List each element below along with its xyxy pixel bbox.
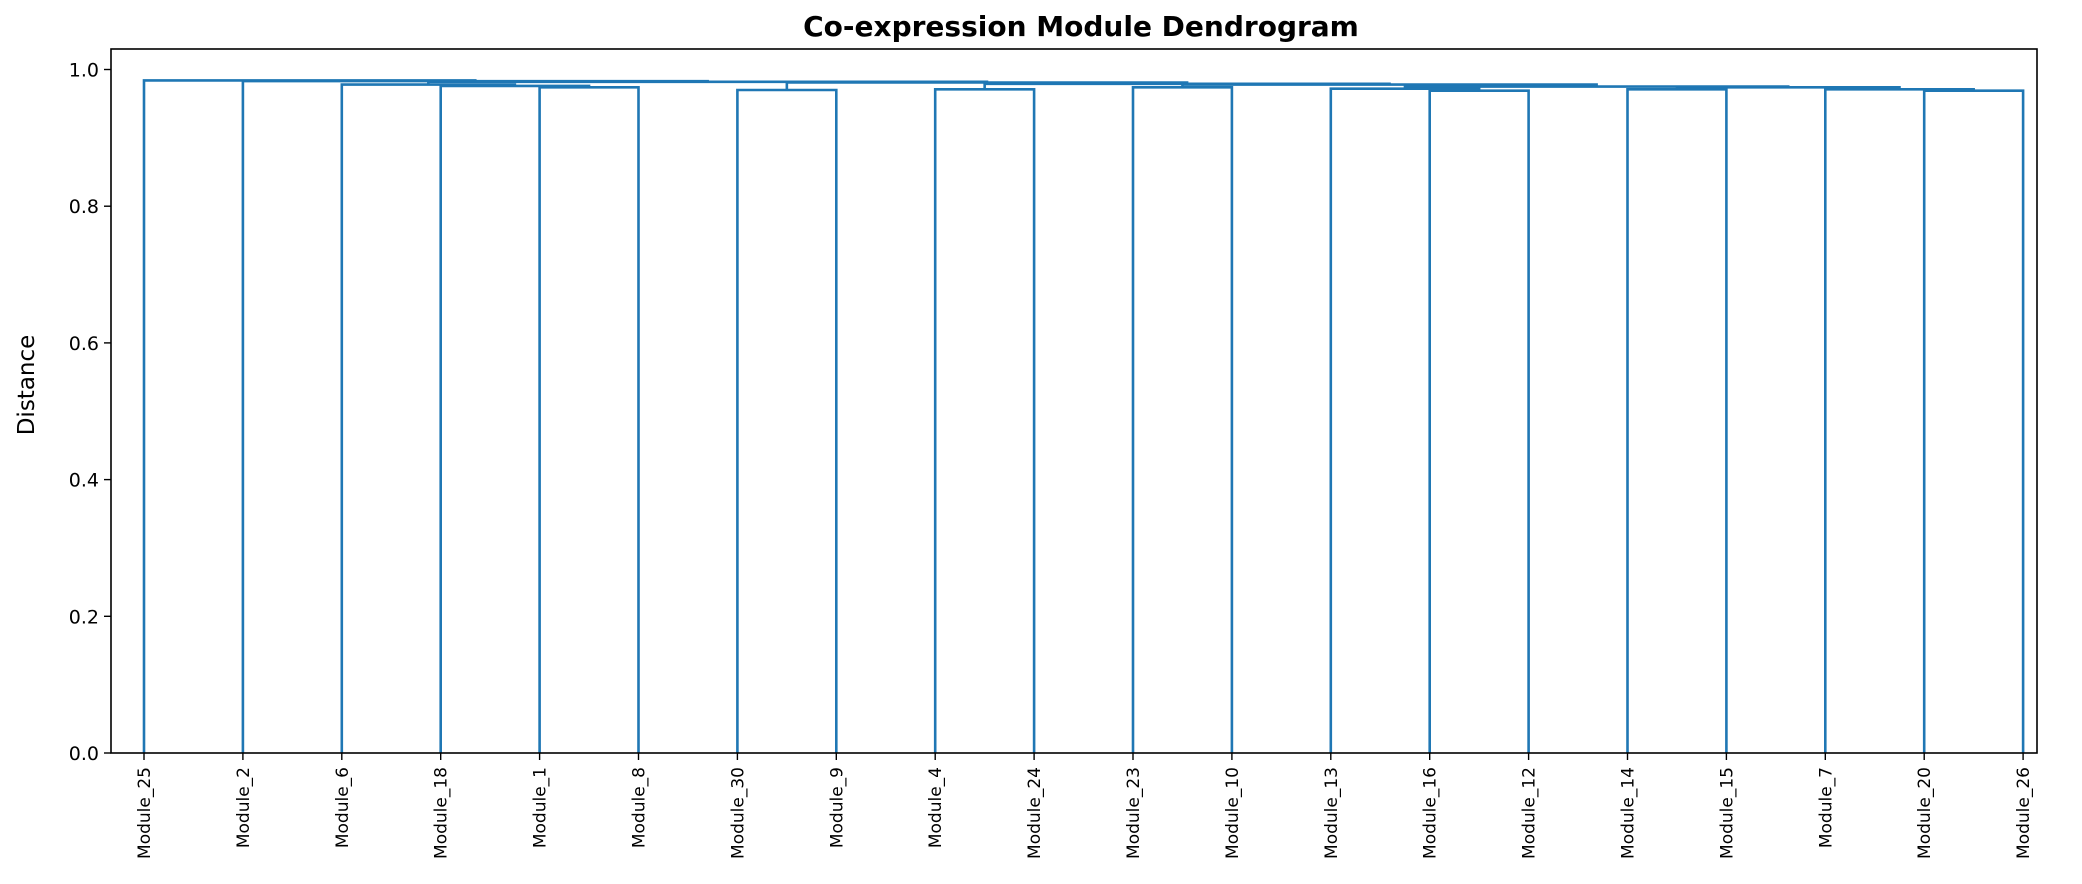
y-tick-label: 0.6 xyxy=(69,333,99,355)
dendrogram-link xyxy=(241,79,709,753)
leaf-label: Module_7 xyxy=(1816,767,1836,848)
leaf-label: Module_2 xyxy=(234,767,254,848)
dendrogram-link xyxy=(1131,85,1234,753)
leaf-label: Module_10 xyxy=(1223,767,1243,859)
dendrogram-link xyxy=(1329,87,1481,753)
y-axis-ticks: 0.0 0.2 0.4 0.6 0.8 1.0 xyxy=(69,60,111,765)
dendrogram-links xyxy=(142,79,2025,753)
chart-title: Co-expression Module Dendrogram xyxy=(803,10,1359,43)
dendrogram-link xyxy=(1922,89,2025,753)
leaf-label: Module_9 xyxy=(827,767,847,848)
leaf-label: Module_16 xyxy=(1421,767,1441,859)
leaf-label: Module_25 xyxy=(135,767,155,859)
y-tick-label: 0.0 xyxy=(69,743,99,765)
leaf-label: Module_8 xyxy=(630,767,650,848)
leaf-label: Module_13 xyxy=(1322,767,1342,859)
dendrogram-link xyxy=(736,88,838,753)
dendrogram-link xyxy=(439,84,591,753)
leaf-label: Module_24 xyxy=(1025,767,1045,859)
leaf-label: Module_26 xyxy=(2014,767,2034,859)
y-tick-label: 0.2 xyxy=(69,606,99,628)
dendrogram-link xyxy=(1824,88,1975,753)
leaf-label: Module_1 xyxy=(531,767,551,848)
y-tick-label: 0.4 xyxy=(69,470,99,492)
leaf-label: Module_12 xyxy=(1520,767,1540,859)
leaf-label: Module_15 xyxy=(1717,767,1737,859)
leaf-label: Module_20 xyxy=(1915,767,1935,859)
dendrogram-link xyxy=(983,82,1391,90)
dendrogram-link xyxy=(785,81,1189,91)
dendrogram-link xyxy=(1626,88,1728,753)
dendrogram-link xyxy=(933,88,1036,753)
y-axis-label: Distance xyxy=(14,335,40,436)
leaf-label: Module_18 xyxy=(432,767,452,859)
x-axis-ticks: Module_25 Module_2 Module_6 Module_18 Module… xyxy=(135,753,2034,859)
y-tick-label: 1.0 xyxy=(69,60,99,82)
leaf-label: Module_23 xyxy=(1124,767,1144,859)
plot-frame xyxy=(110,48,2038,754)
leaf-label: Module_14 xyxy=(1619,767,1639,859)
y-tick-label: 0.8 xyxy=(69,196,99,218)
leaf-label: Module_30 xyxy=(728,767,748,859)
dendrogram-link xyxy=(340,83,517,753)
dendrogram-link xyxy=(1428,89,1530,753)
dendrogram-link xyxy=(538,85,640,753)
leaf-label: Module_4 xyxy=(926,767,946,848)
dendrogram-link xyxy=(142,79,477,753)
leaf-label: Module_6 xyxy=(333,767,353,848)
